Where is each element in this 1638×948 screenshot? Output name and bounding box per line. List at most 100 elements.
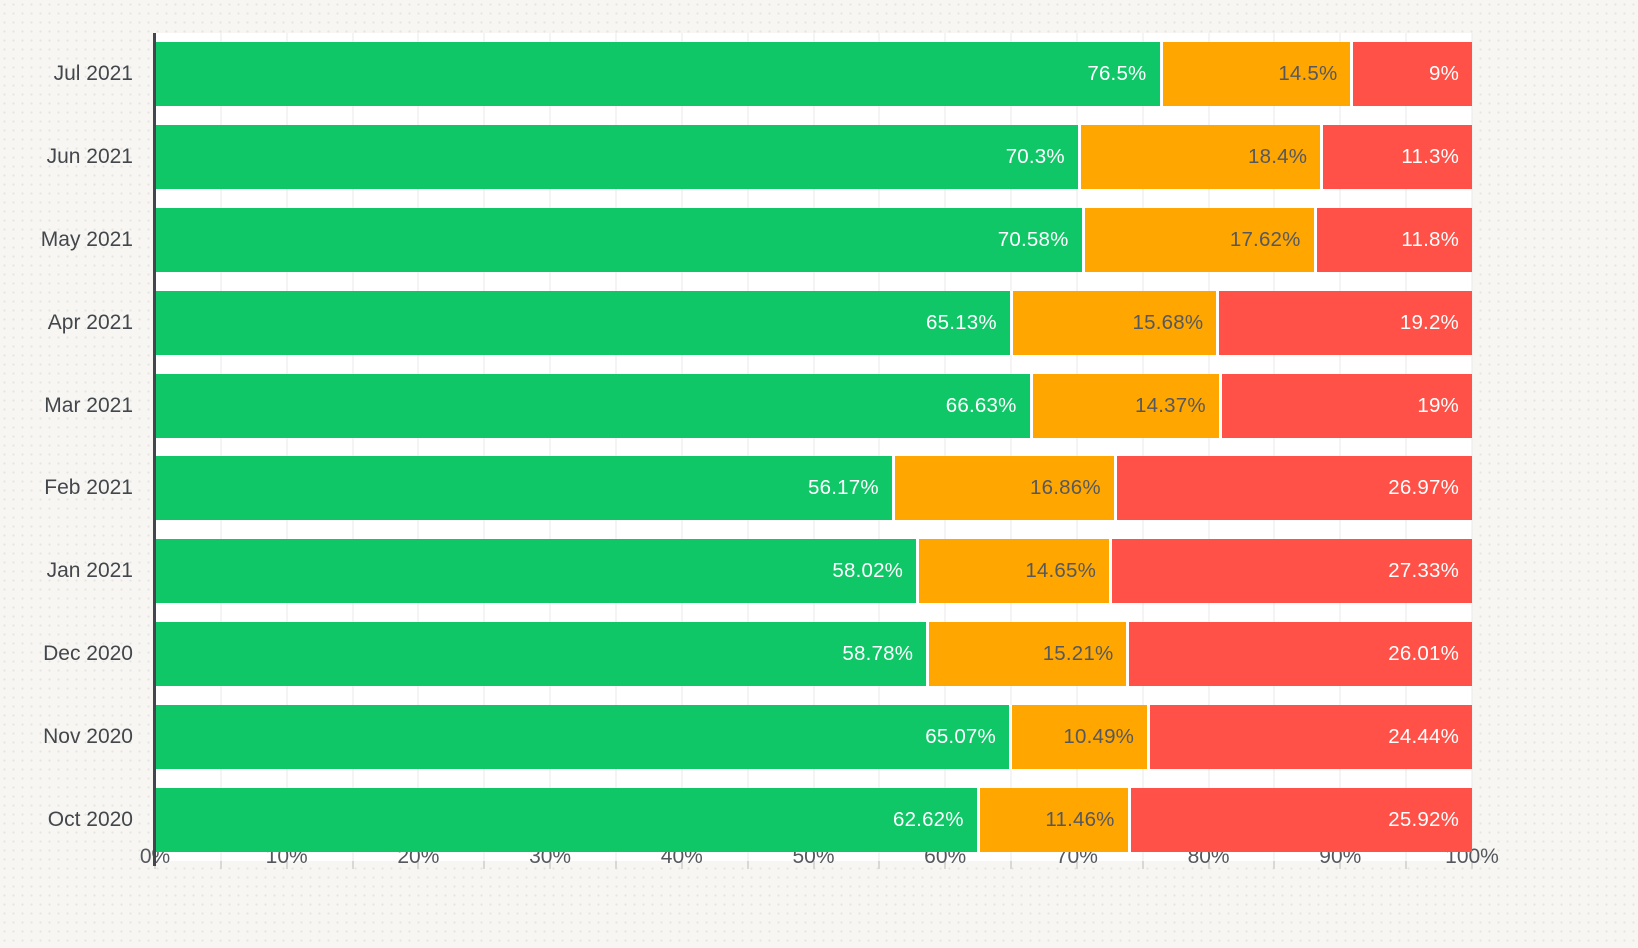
bar-value-label: 15.68% — [1132, 310, 1204, 334]
bar-segment-orange[interactable]: 15.21% — [929, 622, 1130, 686]
tick-mark — [1405, 861, 1408, 869]
bar-value-label: 16.86% — [1030, 476, 1101, 500]
bar-segment-orange[interactable]: 16.86% — [894, 456, 1117, 521]
tick-mark — [1207, 861, 1210, 869]
bar-segment-red[interactable]: 27.33% — [1112, 539, 1472, 604]
tick-mark — [878, 861, 881, 869]
bar-segment-orange[interactable]: 11.46% — [979, 787, 1131, 852]
bar-segment-red[interactable]: 24.44% — [1150, 704, 1472, 769]
tick-mark — [1075, 861, 1078, 869]
bar-segment-red[interactable]: 26.01% — [1129, 622, 1472, 686]
y-axis-labels: Jul 2021 Jun 2021 May 2021 Apr 2021 Mar 2021… — [0, 33, 133, 861]
bar-segment-red[interactable]: 19.2% — [1219, 290, 1472, 355]
bar-value-label: 58.02% — [832, 559, 904, 583]
bar-row: 62.62% 11.46% 25.92% — [155, 787, 1472, 852]
tick-mark — [1010, 861, 1013, 869]
bar-value-label: 14.65% — [1025, 559, 1097, 583]
y-axis-label: May 2021 — [40, 228, 133, 251]
bar-value-label: 65.07% — [925, 724, 996, 748]
bar-segment-red[interactable]: 11.8% — [1316, 208, 1472, 272]
bar-value-label: 66.63% — [945, 393, 1017, 417]
bar-value-label: 11.3% — [1401, 145, 1459, 169]
bar-value-label: 70.58% — [997, 228, 1069, 251]
bar-segment-green[interactable]: 66.63% — [155, 373, 1033, 438]
bar-segment-green[interactable]: 58.02% — [155, 539, 920, 604]
bar-segment-green[interactable]: 65.13% — [155, 290, 1013, 355]
bar-value-label: 26.97% — [1388, 476, 1459, 500]
bar-value-label: 56.17% — [808, 476, 879, 500]
y-axis-label: Dec 2020 — [43, 642, 133, 665]
bar-value-label: 10.49% — [1063, 724, 1135, 748]
bar-row: 70.58% 17.62% 11.8% — [155, 208, 1472, 272]
y-axis-label: Apr 2021 — [47, 310, 133, 334]
bar-value-label: 65.13% — [926, 310, 997, 334]
tick-mark — [812, 861, 815, 869]
bar-segment-green[interactable]: 65.07% — [155, 704, 1012, 769]
bar-row: 70.3% 18.4% 11.3% — [155, 125, 1472, 190]
bar-segment-green[interactable]: 56.17% — [155, 456, 895, 521]
bar-row: 76.5% 14.5% 9% — [155, 42, 1472, 107]
bar-value-label: 70.3% — [1005, 145, 1065, 169]
bar-segment-red[interactable]: 9% — [1353, 42, 1472, 107]
tick-mark — [614, 861, 617, 869]
bar-row: 58.78% 15.21% 26.01% — [155, 622, 1472, 686]
tick-mark — [1273, 861, 1276, 869]
bar-row: 66.63% 14.37% 19% — [155, 373, 1472, 438]
bar-segment-green[interactable]: 76.5% — [155, 42, 1163, 107]
bar-segment-green[interactable]: 58.78% — [155, 622, 930, 686]
bar-value-label: 58.78% — [842, 642, 914, 665]
bar-value-label: 19.2% — [1399, 310, 1459, 334]
bar-row: 56.17% 16.86% 26.97% — [155, 456, 1472, 521]
y-axis-line — [153, 33, 156, 866]
tick-mark — [351, 861, 354, 869]
bar-row: 65.13% 15.68% 19.2% — [155, 290, 1472, 355]
bar-segment-red[interactable]: 11.3% — [1323, 125, 1472, 190]
x-axis-ticks — [154, 861, 1473, 870]
bar-value-label: 15.21% — [1042, 642, 1114, 665]
bar-value-label: 9% — [1428, 62, 1459, 86]
y-axis-label: Jul 2021 — [53, 62, 133, 86]
bar-value-label: 11.46% — [1045, 807, 1115, 831]
bar-segment-orange[interactable]: 18.4% — [1080, 125, 1324, 190]
tick-mark — [219, 861, 222, 869]
y-axis-label: Feb 2021 — [44, 476, 133, 500]
bar-value-label: 14.37% — [1135, 393, 1206, 417]
bar-segment-red[interactable]: 26.97% — [1116, 456, 1472, 521]
bar-rows: 76.5% 14.5% 9% 70.3% 18.4% 11.3% 70.58% 17.62% 1… — [155, 33, 1472, 861]
bar-value-label: 25.92% — [1388, 807, 1459, 831]
tick-mark — [285, 861, 288, 869]
bar-value-label: 24.44% — [1388, 724, 1459, 748]
y-axis-label: Jun 2021 — [46, 145, 133, 169]
tick-mark — [1471, 861, 1473, 869]
tick-mark — [549, 861, 552, 869]
bar-row: 65.07% 10.49% 24.44% — [155, 704, 1472, 769]
bar-segment-orange[interactable]: 15.68% — [1012, 290, 1220, 355]
bar-value-label: 26.01% — [1388, 642, 1459, 665]
plot-area: 76.5% 14.5% 9% 70.3% 18.4% 11.3% 70.58% 17.62% 1… — [153, 33, 1473, 866]
bar-value-label: 62.62% — [892, 807, 964, 831]
bar-segment-green[interactable]: 70.58% — [155, 208, 1085, 272]
bar-segment-orange[interactable]: 14.5% — [1162, 42, 1354, 107]
tick-mark — [944, 861, 947, 869]
bar-segment-orange[interactable]: 14.37% — [1032, 373, 1222, 438]
bar-segment-orange[interactable]: 17.62% — [1084, 208, 1317, 272]
bar-segment-green[interactable]: 70.3% — [155, 125, 1081, 190]
bar-segment-green[interactable]: 62.62% — [155, 787, 980, 852]
bar-row: 58.02% 14.65% 27.33% — [155, 539, 1472, 604]
y-axis-label: Jan 2021 — [46, 559, 133, 583]
tick-mark — [680, 861, 683, 869]
y-axis-label: Oct 2020 — [47, 807, 133, 831]
bar-segment-red[interactable]: 19% — [1221, 373, 1472, 438]
bar-segment-orange[interactable]: 14.65% — [919, 539, 1113, 604]
bar-value-label: 11.8% — [1401, 228, 1459, 251]
bar-value-label: 19% — [1417, 393, 1459, 417]
tick-mark — [1339, 861, 1342, 869]
y-axis-label: Mar 2021 — [44, 393, 133, 417]
bar-segment-orange[interactable]: 10.49% — [1011, 704, 1151, 769]
y-axis-label: Nov 2020 — [43, 724, 133, 748]
tick-mark — [1141, 861, 1144, 869]
bar-segment-red[interactable]: 25.92% — [1130, 787, 1472, 852]
tick-mark — [746, 861, 749, 869]
bar-value-label: 17.62% — [1229, 228, 1301, 251]
tick-mark — [483, 861, 486, 869]
